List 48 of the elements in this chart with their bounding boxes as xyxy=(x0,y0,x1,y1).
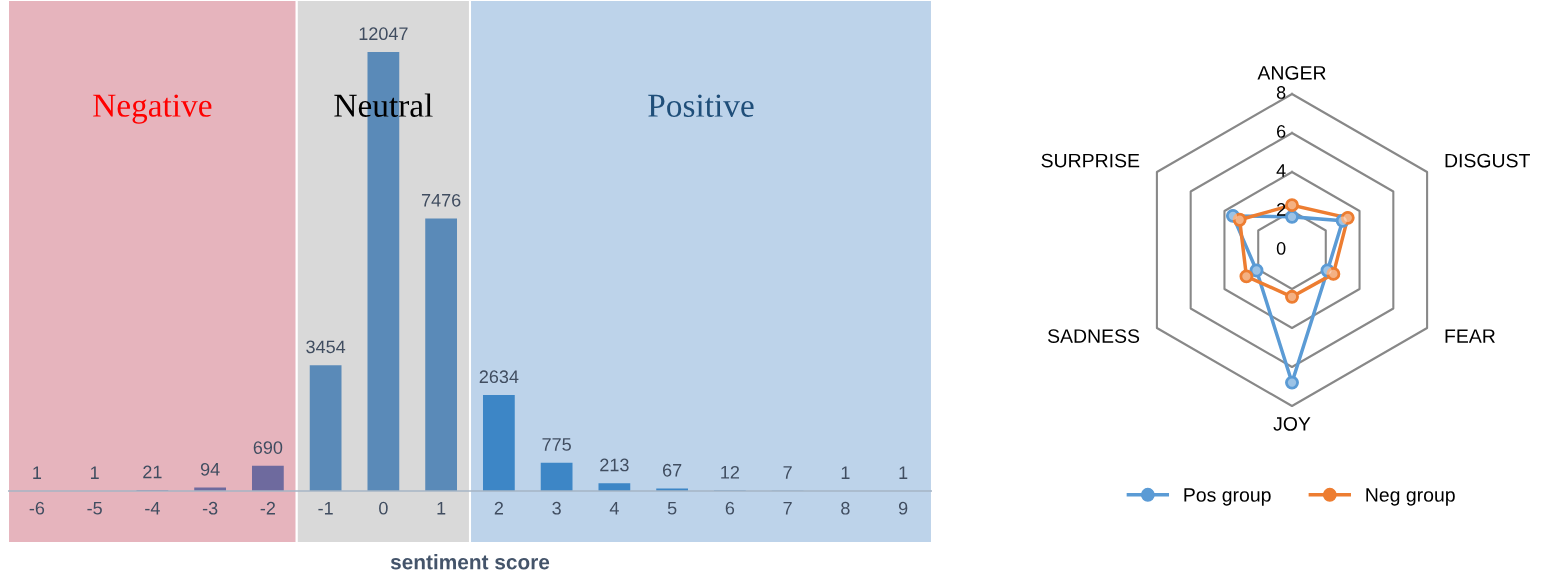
y-tick-label: 4 xyxy=(1276,164,1286,177)
x-tick-label: -1 xyxy=(318,502,333,515)
spoke-label: FEAR xyxy=(1445,329,1495,343)
x-tick-label: -3 xyxy=(202,501,218,515)
spoke-label: ANGER xyxy=(1257,65,1326,80)
data-label: 3454 xyxy=(306,340,346,354)
data-label: 1 xyxy=(841,466,850,479)
data-label: 1 xyxy=(899,466,908,479)
x-tick-label: 4 xyxy=(609,502,619,515)
x-tick-label: 8 xyxy=(841,501,850,515)
band-label: Positive xyxy=(648,94,754,117)
data-label: 7 xyxy=(783,466,792,479)
data-label: 775 xyxy=(542,438,571,451)
spoke-label: SADNESS xyxy=(1047,329,1140,343)
data-label: 67 xyxy=(663,463,682,477)
data-label: 1 xyxy=(90,466,99,479)
data-label: 94 xyxy=(200,462,220,476)
x-tick-label: -4 xyxy=(145,502,160,515)
band-label: Negative xyxy=(93,94,212,124)
x-tick-label: -5 xyxy=(87,502,102,515)
data-label: 7476 xyxy=(421,193,461,207)
data-label: 12047 xyxy=(359,27,408,41)
data-label: 2634 xyxy=(479,370,519,384)
x-tick-label: 7 xyxy=(783,502,792,515)
x-tick-label: 5 xyxy=(667,502,677,515)
data-label: 21 xyxy=(143,465,162,479)
x-tick-label: 0 xyxy=(379,501,388,515)
x-tick-label: 6 xyxy=(725,501,735,515)
x-axis-title: sentiment score xyxy=(390,554,550,570)
spoke-label: JOY xyxy=(1273,416,1311,431)
spoke-label: DISGUST xyxy=(1445,153,1530,168)
x-tick-label: 1 xyxy=(437,502,446,515)
x-tick-label: -6 xyxy=(29,501,45,515)
data-label: 12 xyxy=(721,465,740,479)
data-label: 1 xyxy=(33,466,42,479)
data-label: 213 xyxy=(600,458,629,472)
data-label: 690 xyxy=(253,441,283,454)
y-tick-label: 2 xyxy=(1277,203,1286,216)
y-tick-label: 8 xyxy=(1276,86,1286,99)
y-tick-label: 6 xyxy=(1277,125,1286,138)
legend-label: Neg group xyxy=(1366,488,1455,506)
legend-label: Pos group xyxy=(1184,488,1271,506)
x-tick-label: 3 xyxy=(552,501,561,515)
x-tick-label: 9 xyxy=(898,501,908,515)
x-tick-label: 2 xyxy=(494,501,503,515)
x-tick-label: -2 xyxy=(260,501,275,515)
y-tick-label: 0 xyxy=(1276,242,1286,255)
spoke-label: SURPRISE xyxy=(1041,153,1140,168)
